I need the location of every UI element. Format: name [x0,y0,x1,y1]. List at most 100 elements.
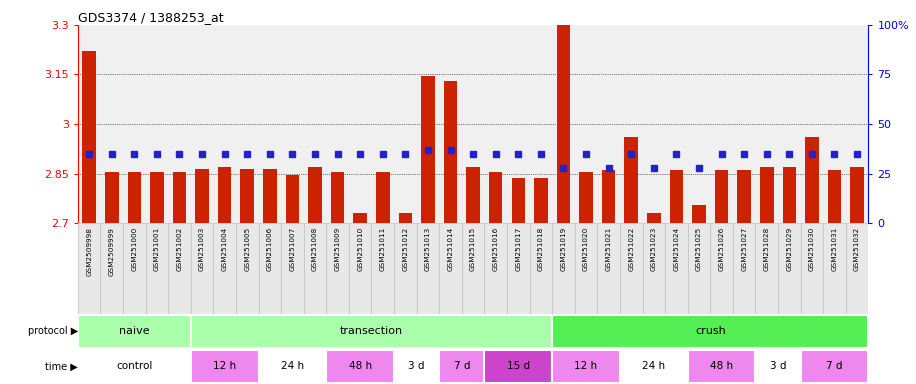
Text: protocol ▶: protocol ▶ [27,326,78,336]
Bar [552,314,868,348]
Text: GSM251029: GSM251029 [786,227,792,271]
Bar [489,172,503,223]
Text: GSM251006: GSM251006 [267,227,273,271]
Text: 48 h: 48 h [710,361,733,371]
Text: GSM251015: GSM251015 [470,227,476,271]
Bar [485,223,507,314]
Text: GSM251030: GSM251030 [809,227,815,271]
Bar [665,223,688,314]
Bar [394,349,440,383]
Bar [146,223,169,314]
Bar [101,223,123,314]
Bar [127,172,141,223]
Bar [620,223,642,314]
Bar [263,169,277,223]
Text: GSM251005: GSM251005 [245,227,250,271]
Bar [688,349,756,383]
Bar [372,223,394,314]
Bar [123,223,146,314]
Bar [236,223,258,314]
Bar [845,223,868,314]
Bar [507,223,529,314]
Bar [191,349,258,383]
Bar [552,349,620,383]
Text: 48 h: 48 h [349,361,372,371]
Bar [304,223,326,314]
Text: GSM251025: GSM251025 [696,227,702,271]
Text: 12 h: 12 h [574,361,597,371]
Bar [625,137,638,223]
Text: GSM251022: GSM251022 [628,227,634,271]
Bar [850,167,864,223]
Bar [801,223,823,314]
Bar [195,169,209,223]
Bar [331,172,344,223]
Text: 7 d: 7 d [826,361,843,371]
Bar [688,223,710,314]
Bar [78,349,191,383]
Bar [349,223,372,314]
Text: crush: crush [695,326,725,336]
Bar [309,167,322,223]
Bar [620,349,688,383]
Bar [670,170,683,223]
Text: 12 h: 12 h [213,361,236,371]
Bar [394,223,417,314]
Bar [376,172,389,223]
Bar [710,223,733,314]
Text: 7 d: 7 d [453,361,470,371]
Text: GSM251031: GSM251031 [832,227,837,271]
Bar [760,167,773,223]
Text: GSM251013: GSM251013 [425,227,431,271]
Text: GSM251002: GSM251002 [177,227,182,271]
Bar [191,314,552,348]
Bar [173,172,186,223]
Text: GSM251021: GSM251021 [605,227,612,271]
Text: GSM251016: GSM251016 [493,227,498,271]
Text: GSM251010: GSM251010 [357,227,363,271]
Text: GSM251017: GSM251017 [516,227,521,271]
Bar [326,349,394,383]
Bar [579,172,593,223]
Text: GSM2509999: GSM2509999 [109,227,114,276]
Bar [485,349,552,383]
Text: 24 h: 24 h [281,361,304,371]
Bar [642,223,665,314]
Text: GSM251028: GSM251028 [764,227,769,271]
Bar [354,213,367,223]
Bar [534,179,548,223]
Bar [692,205,705,223]
Bar [78,314,191,348]
Bar [462,223,485,314]
Bar [801,349,868,383]
Bar [78,223,101,314]
Bar [286,175,300,223]
Bar [417,223,440,314]
Bar [443,81,457,223]
Bar [281,223,304,314]
Bar [823,223,845,314]
Bar [105,172,118,223]
Bar [828,170,841,223]
Bar [466,167,480,223]
Bar [213,223,236,314]
Bar [440,223,462,314]
Text: GSM251009: GSM251009 [334,227,341,271]
Text: GSM251011: GSM251011 [380,227,386,271]
Text: transection: transection [340,326,403,336]
Bar [778,223,801,314]
Text: GSM251000: GSM251000 [131,227,137,271]
Bar [150,172,164,223]
Text: GSM251014: GSM251014 [448,227,453,271]
Text: GSM251007: GSM251007 [289,227,296,271]
Bar [398,213,412,223]
Bar [552,223,574,314]
Bar [647,213,660,223]
Text: GSM2509998: GSM2509998 [86,227,93,276]
Bar [574,223,597,314]
Text: GSM251020: GSM251020 [583,227,589,271]
Text: GSM251008: GSM251008 [312,227,318,271]
Bar [714,170,728,223]
Text: 3 d: 3 d [769,361,786,371]
Text: GSM251023: GSM251023 [650,227,657,271]
